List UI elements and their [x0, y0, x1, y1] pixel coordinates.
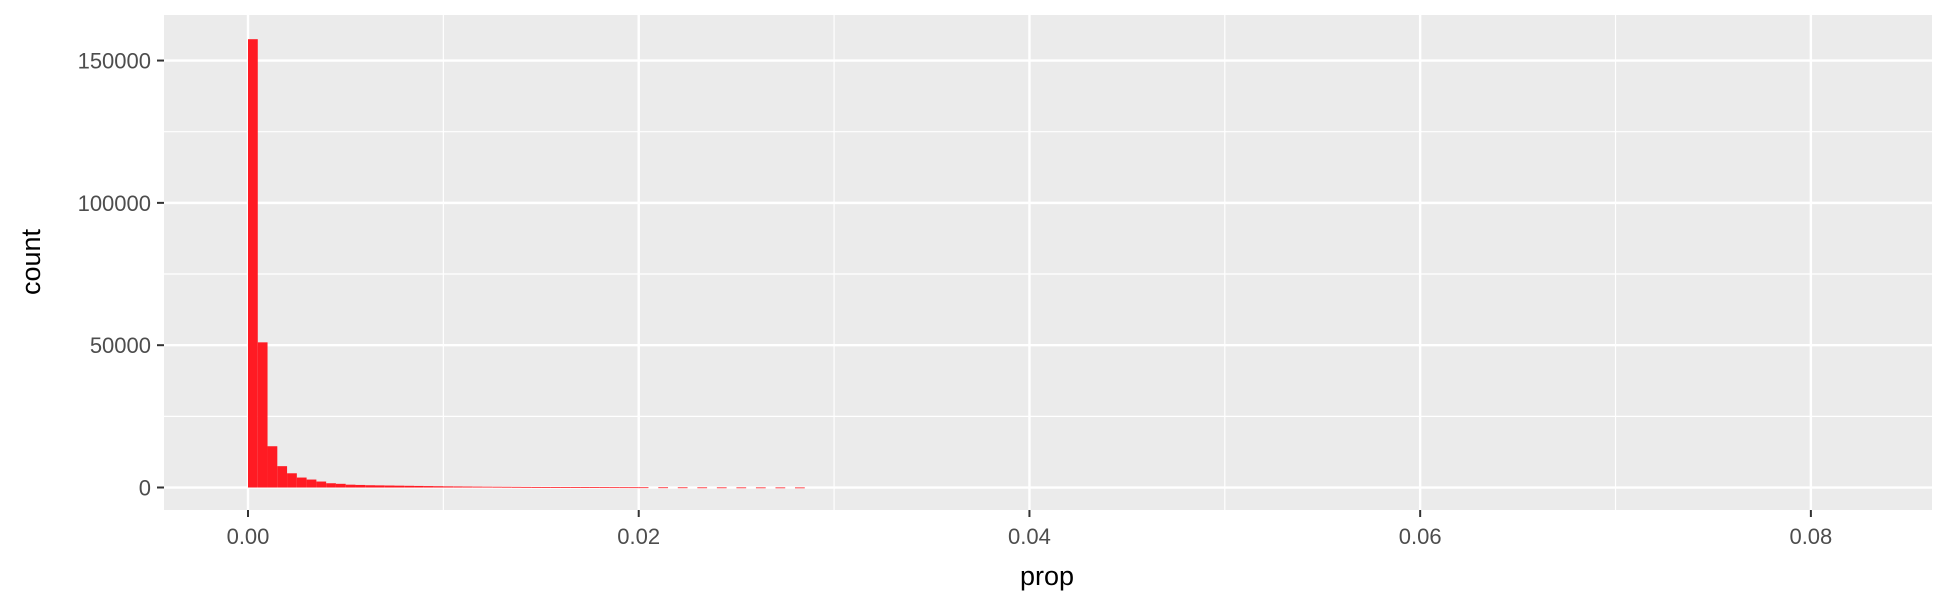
histogram-bar [795, 487, 805, 489]
x-tick-label: 0.02 [617, 524, 660, 549]
x-tick-label: 0.04 [1008, 524, 1051, 549]
y-tick-label: 150000 [78, 49, 151, 74]
histogram-bar [482, 486, 493, 488]
histogram-bar [287, 473, 297, 488]
histogram-bar [394, 485, 405, 488]
axes: 0.00 0.02 0.04 0.06 0.08 0 50000 100000 150000 [78, 49, 1833, 549]
histogram-bar [433, 486, 444, 488]
histogram-bar [277, 466, 288, 488]
y-tick-label: 0 [139, 476, 151, 501]
x-tick-label: 0.06 [1399, 524, 1442, 549]
x-tick-label: 0.08 [1789, 524, 1832, 549]
histogram-bar [658, 487, 669, 489]
histogram-bar [404, 485, 415, 488]
histogram-bar [628, 487, 639, 489]
x-axis-title: prop [1020, 561, 1074, 591]
histogram-bar [257, 342, 268, 488]
histogram-bar [365, 485, 375, 488]
histogram-bar [550, 487, 561, 488]
histogram-bar [589, 487, 600, 488]
histogram-bar [619, 487, 629, 489]
histogram-bar [677, 487, 688, 489]
histogram-bar [453, 486, 463, 488]
histogram-bar [492, 486, 502, 488]
histogram-bar [638, 487, 649, 489]
histogram-bar [501, 486, 512, 488]
histogram-bar [580, 487, 590, 488]
histogram-bar [462, 486, 473, 488]
x-tick-label: 0.00 [227, 524, 270, 549]
histogram-bar [374, 485, 385, 488]
histogram-bar [384, 485, 395, 488]
histogram-bar [296, 477, 307, 488]
histogram-bar [531, 486, 542, 488]
histogram-bar [472, 486, 483, 488]
histogram-bar [267, 446, 278, 488]
histogram-bar [345, 484, 356, 488]
histogram-bar [560, 487, 571, 488]
histogram-bar [511, 486, 522, 488]
histogram-bar [316, 481, 327, 488]
histogram-bar [326, 483, 336, 488]
histogram-bar [736, 487, 747, 489]
plot-panel [164, 15, 1932, 510]
histogram-bar [248, 39, 258, 488]
y-tick-label: 100000 [78, 191, 151, 216]
histogram-bar [423, 486, 434, 488]
histogram-bar [521, 486, 532, 488]
histogram-bar [335, 483, 346, 488]
y-tick-label: 50000 [90, 333, 151, 358]
y-axis-title: count [16, 228, 46, 295]
histogram-bar [755, 487, 766, 489]
histogram-bar [716, 487, 727, 489]
histogram-bar [570, 487, 581, 488]
histogram-bar [443, 486, 454, 488]
histogram-bar [697, 487, 708, 489]
histogram-bar [414, 485, 424, 488]
histogram-bar [775, 487, 786, 489]
histogram-bar [609, 487, 620, 489]
histogram-bar [599, 487, 610, 489]
histogram-bar [541, 487, 551, 488]
histogram-bar [355, 484, 366, 488]
histogram-bar [306, 479, 317, 488]
histogram-bars [248, 39, 805, 489]
